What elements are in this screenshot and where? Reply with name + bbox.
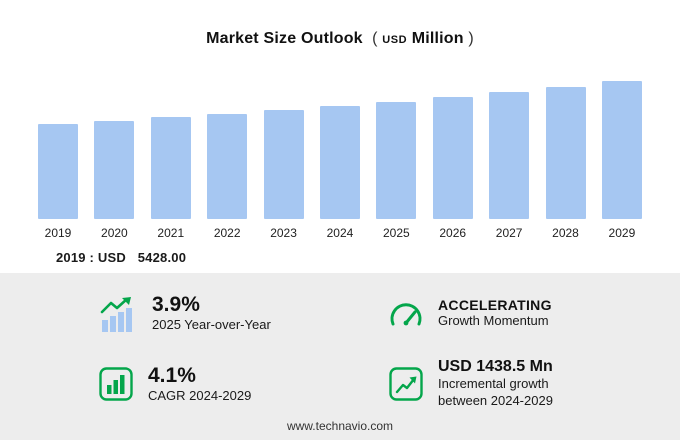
bar-year-label: 2021 <box>157 226 185 240</box>
momentum-label: Growth Momentum <box>438 313 549 329</box>
bar-column: 2029 <box>601 81 642 240</box>
bar-year-label: 2029 <box>608 226 636 240</box>
bar <box>38 124 78 219</box>
cagr-label: CAGR 2024-2029 <box>148 387 252 403</box>
stat-incremental: USD 1438.5 Mn Incremental growth between… <box>388 358 650 410</box>
stat-yoy: 3.9% 2025 Year-over-Year <box>98 293 388 334</box>
bar-column: 2028 <box>545 87 586 240</box>
annotation-value: 5428.00 <box>137 250 187 265</box>
bar <box>601 81 642 219</box>
bar-column: 2020 <box>94 121 135 240</box>
bar-column: 2021 <box>150 117 191 240</box>
incremental-label-line2: between 2024-2029 <box>438 393 553 409</box>
bar <box>263 110 304 219</box>
bar-column: 2027 <box>489 92 530 240</box>
bar-column: 2019 <box>38 124 78 240</box>
bar <box>545 87 586 219</box>
base-year-annotation: 2019 : USD 5428.00 <box>0 250 680 265</box>
bar-column: 2025 <box>376 102 417 240</box>
bar-year-label: 2027 <box>495 226 523 240</box>
bar-year-label: 2020 <box>101 226 128 240</box>
footer: www.technavio.com <box>0 419 680 433</box>
yoy-value: 3.9% <box>152 293 200 316</box>
title-main: Market Size Outlook <box>206 30 363 47</box>
cagr-value: 4.1% <box>148 363 196 387</box>
footer-link[interactable]: www.technavio.com <box>286 419 394 433</box>
bar-year-label: 2025 <box>382 226 410 240</box>
bar <box>319 106 360 219</box>
title-currency: USD <box>382 34 408 46</box>
bar <box>432 97 473 219</box>
momentum-value: ACCELERATING <box>438 297 552 314</box>
bar-year-label: 2028 <box>552 226 579 240</box>
bar-year-label: 2024 <box>326 226 354 240</box>
stat-cagr: 4.1% CAGR 2024-2029 <box>98 358 388 410</box>
gauge-icon <box>388 299 424 329</box>
bar-year-label: 2026 <box>439 226 467 240</box>
bar-column: 2024 <box>319 106 360 240</box>
bar <box>150 117 191 219</box>
yoy-label: 2025 Year-over-Year <box>152 317 271 333</box>
incremental-value: USD 1438.5 Mn <box>438 358 553 376</box>
bar-chart-box-icon <box>98 366 134 402</box>
bar-year-label: 2022 <box>213 226 241 240</box>
annotation-label: 2019 : USD <box>56 250 126 265</box>
stat-momentum: ACCELERATING Growth Momentum <box>388 293 650 334</box>
line-growth-box-icon <box>388 366 424 402</box>
title-paren-open: ( <box>372 30 378 47</box>
title-unit: Million <box>411 30 464 47</box>
bar-column: 2023 <box>263 110 304 240</box>
bar-year-label: 2023 <box>270 226 297 240</box>
bar <box>94 121 135 219</box>
bar-column: 2022 <box>207 114 248 240</box>
incremental-label-line1: Incremental growth <box>438 376 549 392</box>
title-paren-close: ) <box>468 30 474 47</box>
bar-growth-arrow-icon <box>98 296 138 332</box>
bar-column: 2026 <box>432 97 473 240</box>
bar-chart: 2019 2020 2021 2022 2023 2024 2025 2026 2027 2028… <box>0 62 680 240</box>
stats-panel: 3.9% 2025 Year-over-Year ACCELERATING Gr… <box>0 273 680 440</box>
page-title: Market Size Outlook ( USD Million ) <box>0 30 680 48</box>
bar <box>376 102 417 219</box>
bar-year-label: 2019 <box>44 226 72 240</box>
bar <box>489 92 530 219</box>
bar <box>207 114 248 219</box>
